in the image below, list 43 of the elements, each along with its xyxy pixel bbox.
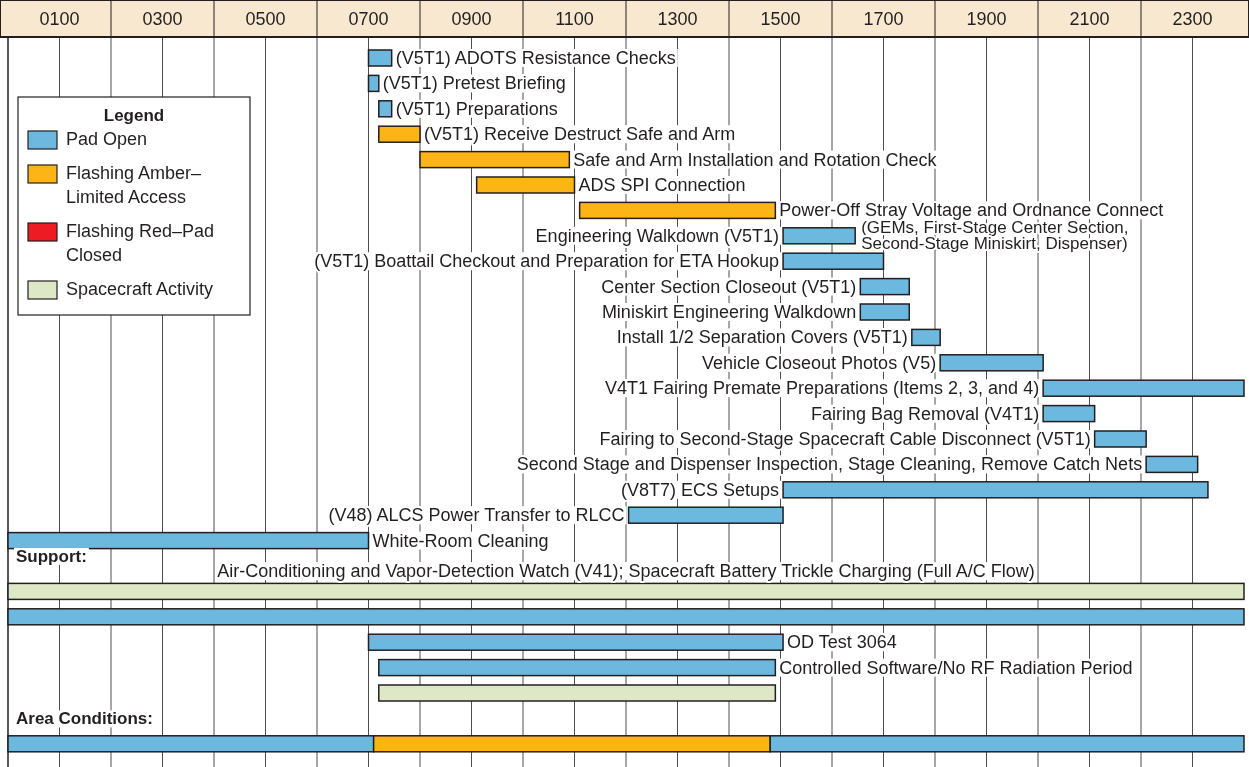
y-tick-label: (V5T1) Boattail Checkout and Preparation for ETA Hookup — [314, 251, 780, 272]
x-tick-label: 1500 — [760, 9, 801, 29]
legend-label: Pad Open — [66, 129, 148, 149]
bar — [378, 100, 393, 118]
y-tick-label: Controlled Software/No RF Radiation Period — [779, 657, 1133, 678]
y-tick-label: (V5T1) Receive Destruct Safe and Arm — [424, 124, 736, 145]
x-tick-label: 0700 — [348, 9, 389, 29]
legend-title: Legend — [103, 106, 165, 125]
y-tick-label: (V5T1) ADOTS Resistance Checks — [395, 48, 676, 68]
annotation: Air-Conditioning and Vapor-Detection Watch (V41); Spacecraft Battery Trickle Charging (Full A/C Flow) — [217, 561, 1035, 582]
y-tick-label: (V5T1) Preparations — [395, 98, 558, 119]
annotation: Area Conditions: — [16, 709, 153, 729]
y-tick-label: Fairing Bag Removal (V4T1) — [811, 403, 1040, 424]
x-tick-label: 0300 — [142, 9, 183, 29]
y-tick-label: Power-Off Stray Voltage and Ordnance Connect — [779, 200, 1164, 221]
legend-label: Flashing Red–Pad Closed — [66, 221, 215, 265]
legend-label: Flashing Amber–Limited Access — [66, 163, 202, 207]
y-tick-label: White-Room Cleaning — [372, 530, 549, 551]
y-tick-label: Second Stage and Dispenser Inspection, Stage Cleaning, Remove Catch Nets — [516, 454, 1143, 475]
x-tick-label: 0500 — [245, 9, 286, 29]
x-tick-label: 0100 — [39, 9, 80, 29]
y-tick-label: Install 1/2 Separation Covers (V5T1) — [616, 327, 908, 348]
y-tick-label: Safe and Arm Installation and Rotation Check — [573, 149, 938, 170]
y-tick-label: V4T1 Fairing Premate Preparations (Items 2, 3, and 4) — [604, 378, 1040, 399]
x-tick-label: 1700 — [863, 9, 904, 29]
y-tick-label: ADS SPI Connection — [578, 175, 746, 195]
x-tick-label: 1100 — [555, 9, 594, 29]
y-tick-label: Vehicle Closeout Photos (V5) — [702, 352, 937, 373]
annotation: Support: — [16, 546, 87, 566]
y-tick-label: (V5T1) Pretest Briefing — [382, 73, 566, 94]
y-tick-label: (V48) ALCS Power Transfer to RLCC — [328, 505, 625, 526]
x-tick-label: 1900 — [966, 9, 1007, 29]
x-tick-label: 2300 — [1172, 9, 1213, 29]
x-tick-label: 0900 — [451, 9, 492, 29]
y-tick-label: (V8T7) ECS Setups — [621, 479, 780, 500]
y-tick-label: Miniskirt Engineering Walkdown — [601, 302, 857, 322]
y-tick-label: OD Test 3064 — [787, 632, 897, 653]
y-tick-label: Fairing to Second-Stage Spacecraft Cable Disconnect (V5T1) — [599, 429, 1091, 449]
y-tick-label: Engineering Walkdown (V5T1) — [535, 225, 780, 246]
x-tick-label: 2100 — [1069, 9, 1110, 29]
x-tick-label: 1300 — [657, 9, 698, 29]
y-tick-label: Center Section Closeout (V5T1) — [601, 276, 857, 297]
legend-label: Spacecraft Activity — [66, 279, 214, 299]
